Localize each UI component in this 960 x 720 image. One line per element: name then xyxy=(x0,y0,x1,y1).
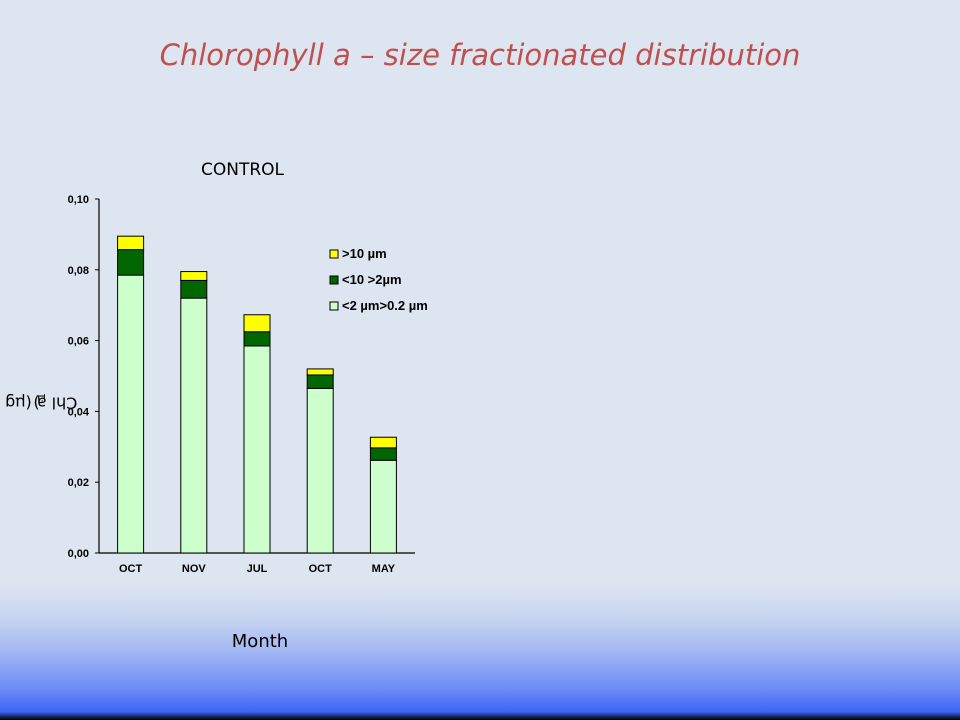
y-tick-label: 0,06 xyxy=(68,336,89,348)
y-tick-label: 0,10 xyxy=(68,194,89,206)
bar-segment xyxy=(306,374,334,389)
y-tick-label: 0,08 xyxy=(68,265,89,277)
x-axis-label: Month xyxy=(231,631,289,652)
legend-swatch xyxy=(329,301,339,311)
bar-segment xyxy=(306,387,334,554)
legend-label: <2 µm>0.2 µm xyxy=(342,298,428,313)
bar-segment xyxy=(369,436,397,449)
bar-segment xyxy=(243,331,271,347)
slide-title: Chlorophyll a – size fractionated distri… xyxy=(159,38,801,72)
x-tick-label: OCT xyxy=(119,563,143,575)
bar-segment xyxy=(306,368,334,376)
chart-title: CONTROL xyxy=(200,160,285,180)
bar-segment xyxy=(180,271,208,281)
legend-label: <10 >2µm xyxy=(342,272,402,287)
bar-segment xyxy=(180,279,208,299)
bar-segment xyxy=(180,297,208,554)
bar-segment xyxy=(117,249,145,276)
y-tick-label: 0,02 xyxy=(68,477,89,489)
x-tick-label: OCT xyxy=(309,563,333,575)
bar-segment xyxy=(369,447,397,461)
x-tick-label: MAY xyxy=(372,563,396,575)
bar-segment xyxy=(117,274,145,554)
bar-segment xyxy=(243,345,271,554)
y-tick-label: 0,04 xyxy=(68,406,90,418)
bar-segment xyxy=(369,459,397,554)
legend-label: >10 µm xyxy=(342,246,387,261)
legend-swatch xyxy=(329,249,339,259)
y-tick-label: 0,00 xyxy=(68,548,89,560)
legend-swatch xyxy=(329,275,339,285)
x-tick-label: NOV xyxy=(182,563,207,575)
x-tick-label: JUL xyxy=(247,563,268,575)
bar-segment xyxy=(117,235,145,251)
bar-segment xyxy=(243,314,271,333)
